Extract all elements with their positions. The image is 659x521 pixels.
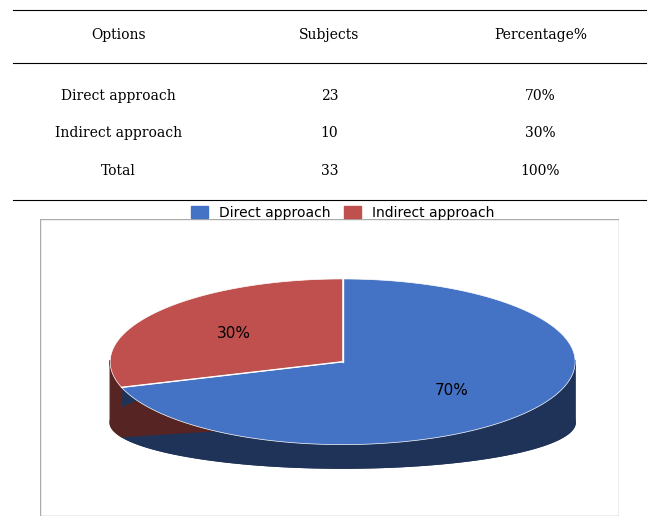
Text: 33: 33 (321, 164, 338, 178)
Polygon shape (121, 360, 575, 468)
Text: Subjects: Subjects (299, 29, 360, 42)
Text: Indirect approach: Indirect approach (55, 127, 182, 140)
Text: 23: 23 (321, 89, 338, 103)
Text: 100%: 100% (521, 164, 560, 178)
Polygon shape (110, 279, 343, 388)
Polygon shape (121, 377, 575, 468)
Text: 70%: 70% (525, 89, 556, 103)
Legend: Direct approach, Indirect approach: Direct approach, Indirect approach (185, 200, 500, 226)
Polygon shape (110, 377, 343, 437)
Polygon shape (110, 360, 121, 437)
Text: Total: Total (101, 164, 136, 178)
Text: 30%: 30% (217, 326, 250, 341)
Polygon shape (121, 279, 575, 444)
Text: 10: 10 (321, 127, 338, 140)
Text: Direct approach: Direct approach (61, 89, 176, 103)
Text: 70%: 70% (435, 382, 469, 398)
Text: 30%: 30% (525, 127, 556, 140)
Text: Percentage%: Percentage% (494, 29, 587, 42)
Text: Options: Options (92, 29, 146, 42)
